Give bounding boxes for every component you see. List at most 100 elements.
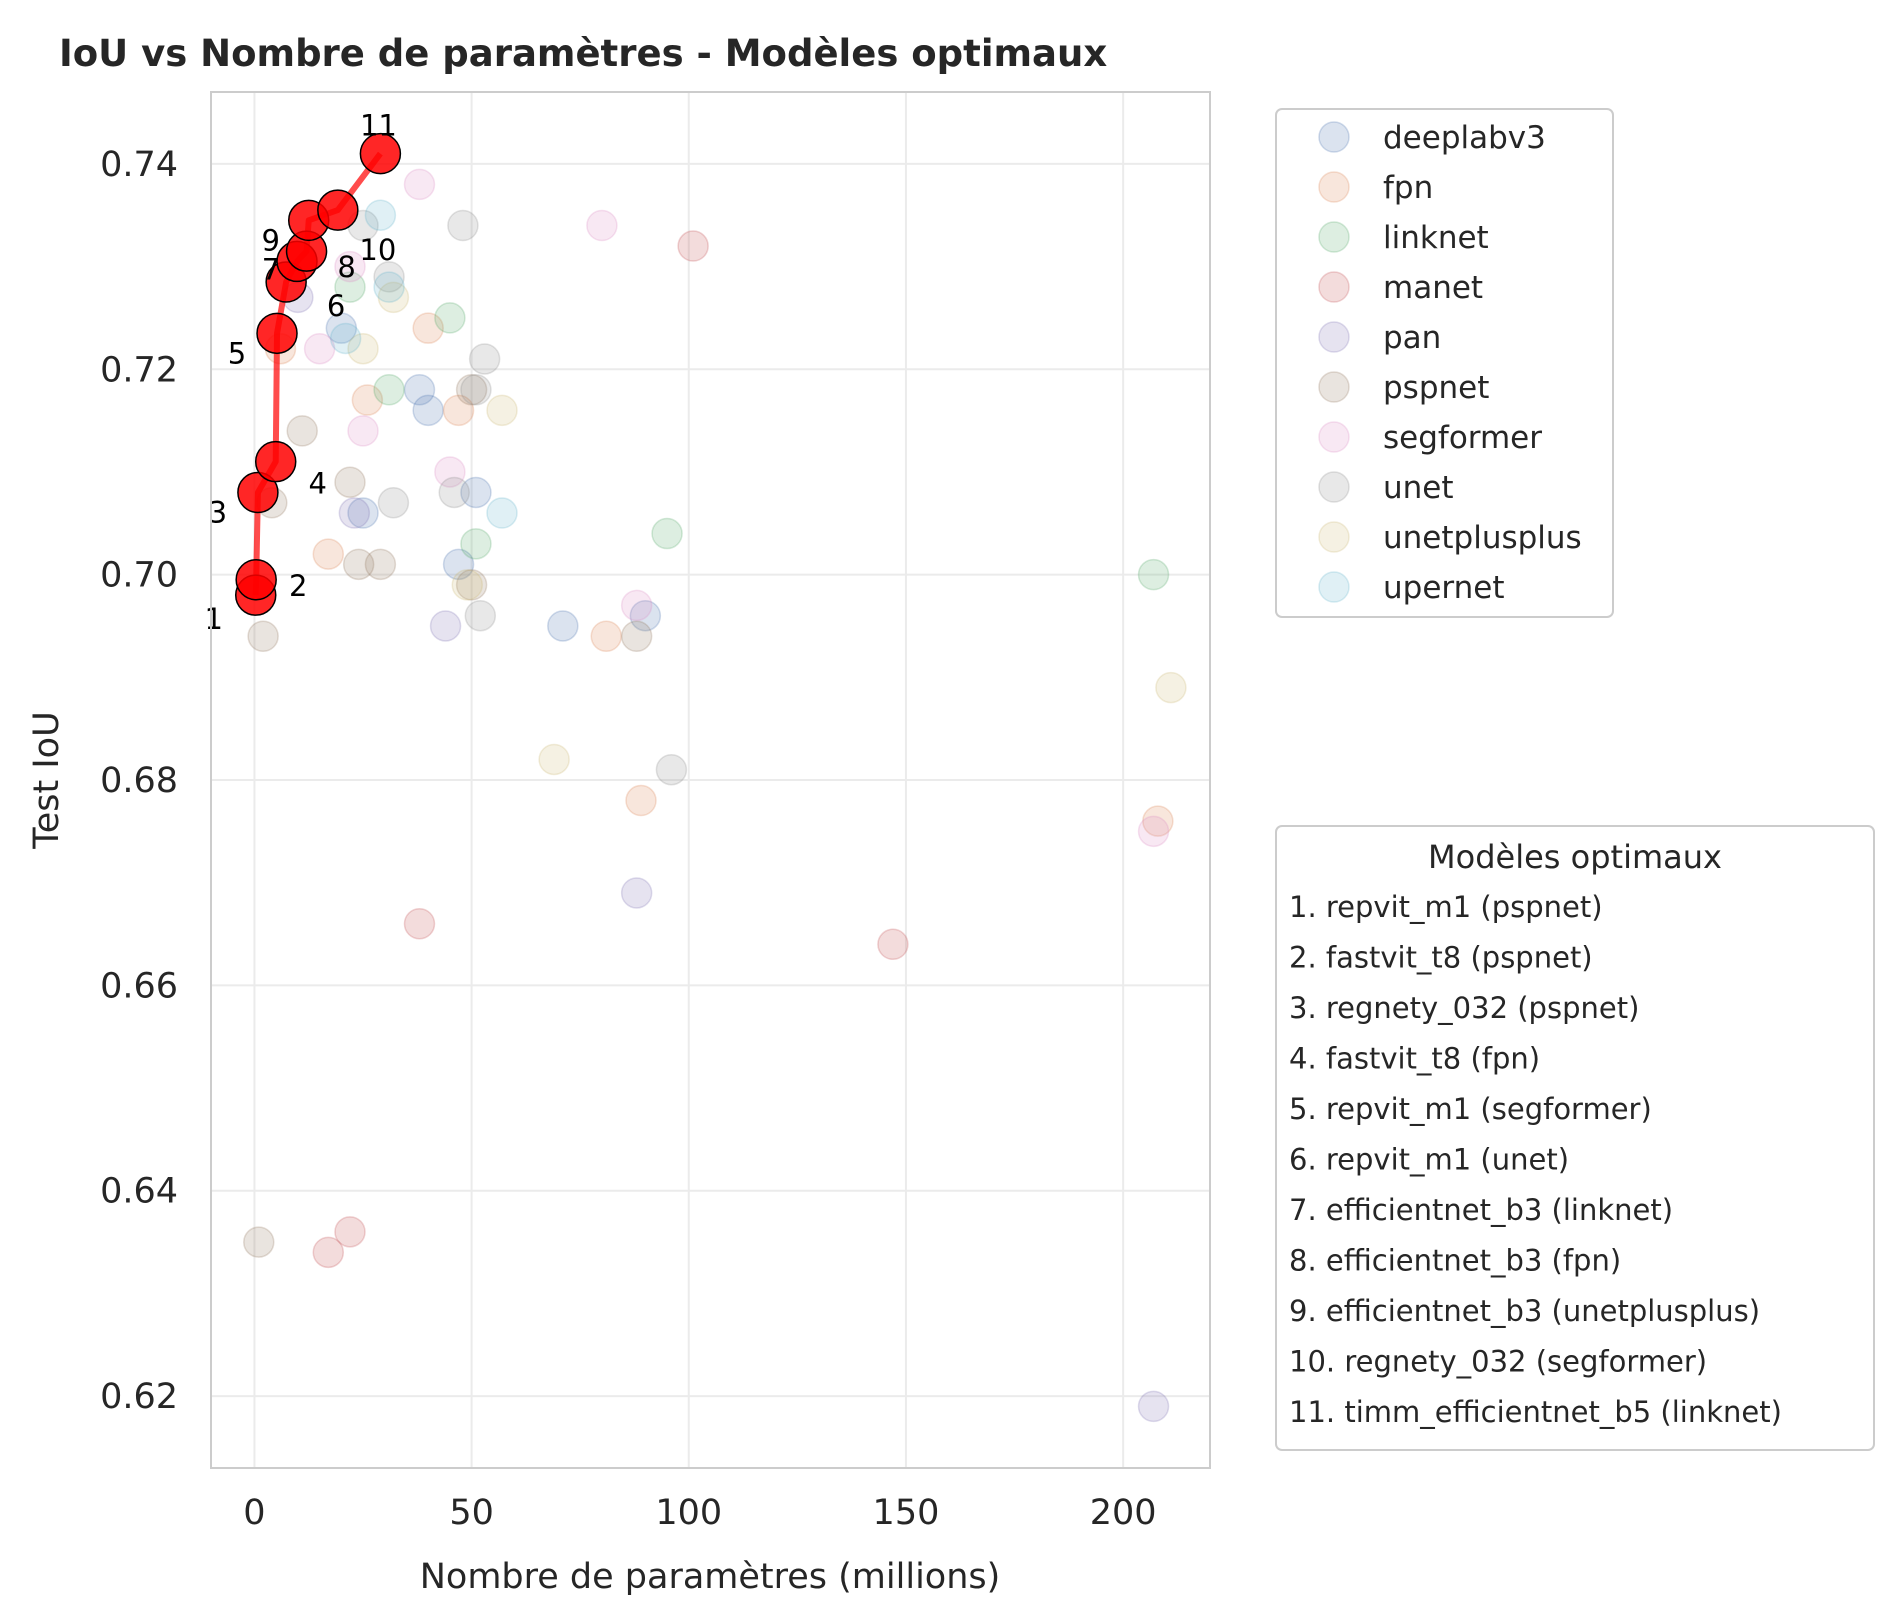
- scatter-point-fpn: [442, 394, 475, 427]
- optimal-models-legend-items: 1. repvit_m1 (pspnet) 2. fastvit_t8 (pspn…: [1289, 890, 1782, 1429]
- scatter-point-fpn: [1142, 805, 1174, 837]
- scatter-point-pan: [429, 610, 462, 642]
- x-tick-label: 100: [655, 1493, 722, 1533]
- optimal-point-number: 1: [205, 602, 223, 636]
- scatter-point-deeplabv3: [442, 548, 475, 581]
- scatter-point-segformer: [434, 456, 466, 488]
- scatter-point-linknet: [434, 302, 466, 334]
- legend-marker-pan: [1318, 321, 1350, 353]
- optimal-model-entry: 10. regnety_032 (segformer): [1289, 1345, 1707, 1379]
- legend-label-unetplusplus: unetplusplus: [1383, 520, 1582, 556]
- scatter-point-pspnet: [364, 548, 397, 581]
- optimal-models-legend-frame: [1275, 825, 1875, 1451]
- scatter-point-linknet: [334, 271, 366, 303]
- y-tick-label: 0.72: [100, 350, 178, 390]
- scatter-point-linknet: [460, 528, 492, 560]
- legend-label-linknet: linknet: [1383, 220, 1489, 256]
- optimal-point: [237, 471, 279, 514]
- x-tick-labels: 0 50 100 150 200: [243, 1493, 1156, 1533]
- scatter-point-fpn: [312, 538, 345, 570]
- scatter-point-segformer: [303, 332, 336, 365]
- y-tick-labels: 0.62 0.64 0.66 0.68 0.70 0.72 0.74: [100, 145, 178, 1417]
- optimal-point: [235, 559, 277, 601]
- legend-marker-pspnet: [1318, 371, 1350, 403]
- optimal-model-entry: 11. timm_efficientnet_b5 (linknet): [1289, 1395, 1782, 1429]
- scatter-point-deeplabv3: [547, 610, 579, 642]
- series-legend: deeplabv3 fpn linknet manet pan pspnet segform…: [1275, 108, 1614, 618]
- scatter-point-unetplusplus: [486, 394, 518, 427]
- legend-marker-segformer: [1318, 421, 1350, 453]
- optimal-models-legend-title: Modèles optimaux: [1428, 838, 1722, 876]
- scatter-point-unet: [464, 599, 497, 632]
- optimal-model-entry: 1. repvit_m1 (pspnet): [1289, 890, 1603, 924]
- scatter-point-segformer: [1137, 815, 1170, 848]
- legend-label-upernet: upernet: [1383, 570, 1504, 606]
- scatter-point-unetplusplus: [538, 743, 570, 776]
- optimal-model-entry: 3. regnety_032 (pspnet): [1289, 991, 1639, 1025]
- scatter-point-segformer: [403, 168, 436, 201]
- scatter-point-upernet: [486, 497, 518, 529]
- y-tick-label: 0.70: [100, 556, 178, 596]
- scatter-point-segformer: [620, 589, 653, 622]
- optimal-point: [359, 132, 402, 175]
- scatter-point-pspnet: [620, 620, 653, 652]
- scatter-point-unetplusplus: [451, 569, 484, 601]
- x-axis-label: Nombre de paramètres (millions): [420, 1557, 1001, 1597]
- scatter-point-pan: [1137, 1390, 1170, 1423]
- scatter-point-pspnet: [455, 569, 488, 601]
- scatter-point-manet: [334, 1216, 366, 1248]
- x-tick-label: 150: [873, 1493, 940, 1533]
- legend-label-pan: pan: [1383, 320, 1441, 356]
- scatter-point-upernet: [373, 271, 405, 303]
- optimal-point-number: 3: [209, 495, 227, 529]
- optimal-model-entry: 8. efficientnet_b3 (fpn): [1289, 1244, 1621, 1278]
- scatter-point-segformer: [347, 415, 379, 447]
- scatter-point-manet: [877, 928, 909, 961]
- optimal-point: [254, 440, 297, 483]
- scatter-point-deeplabv3: [403, 374, 436, 406]
- scatter-point-unet: [460, 374, 492, 406]
- x-tick-label: 0: [243, 1493, 265, 1533]
- chart-title: IoU vs Nombre de paramètres - Modèles op…: [59, 32, 1107, 75]
- scatter-point-unet: [655, 753, 688, 786]
- scatter-point-unetplusplus: [377, 281, 410, 314]
- y-tick-label: 0.62: [100, 1377, 178, 1417]
- scatter-point-deeplabv3: [412, 394, 444, 427]
- scatter-point-deeplabv3: [325, 312, 358, 344]
- scatter-point-segformer: [334, 250, 366, 283]
- scatter-point-fpn: [625, 784, 657, 817]
- x-tick-label: 200: [1090, 1493, 1157, 1533]
- optimal-model-entry: 5. repvit_m1 (segformer): [1289, 1092, 1652, 1126]
- legend-marker-deeplabv3: [1318, 121, 1350, 153]
- y-tick-label: 0.74: [100, 145, 178, 185]
- legend-marker-unet: [1318, 471, 1350, 503]
- optimal-point-number: 5: [228, 336, 246, 370]
- scatter-point-deeplabv3: [629, 599, 662, 632]
- series-legend-items: deeplabv3 fpn linknet manet pan pspnet segform…: [1318, 120, 1582, 606]
- scatter-point-fpn: [590, 620, 623, 652]
- y-tick-label: 0.64: [100, 1172, 178, 1212]
- scatter-point-pspnet: [455, 374, 488, 406]
- optimal-point-number: 7: [262, 252, 280, 286]
- optimal-point: [256, 312, 298, 355]
- optimal-model-entry: 6. repvit_m1 (unet): [1289, 1143, 1569, 1177]
- scatter-point-pspnet: [334, 466, 366, 498]
- optimal-point-number: 2: [289, 569, 307, 603]
- scatter-point-pspnet: [342, 548, 375, 581]
- scatter-point-deeplabv3: [347, 497, 379, 529]
- legend-label-deeplabv3: deeplabv3: [1383, 120, 1546, 156]
- optimal-point-number: 6: [327, 289, 345, 323]
- optimal-point-number: 11: [360, 109, 397, 143]
- scatter-point-segformer: [586, 209, 618, 242]
- plot-frame: [210, 91, 1211, 1469]
- scatter-point-unet: [438, 476, 470, 509]
- scatter-point-unet: [447, 209, 479, 242]
- scatter-point-unet: [468, 343, 501, 375]
- scatter-point-fpn: [351, 384, 384, 416]
- grid-lines: [211, 92, 1210, 1468]
- scatter-point-unet: [377, 486, 410, 519]
- optimal-models-legend: Modèles optimaux 1. repvit_m1 (pspnet) 2.…: [1275, 825, 1875, 1451]
- y-tick-label: 0.68: [100, 761, 178, 801]
- legend-label-manet: manet: [1383, 270, 1483, 306]
